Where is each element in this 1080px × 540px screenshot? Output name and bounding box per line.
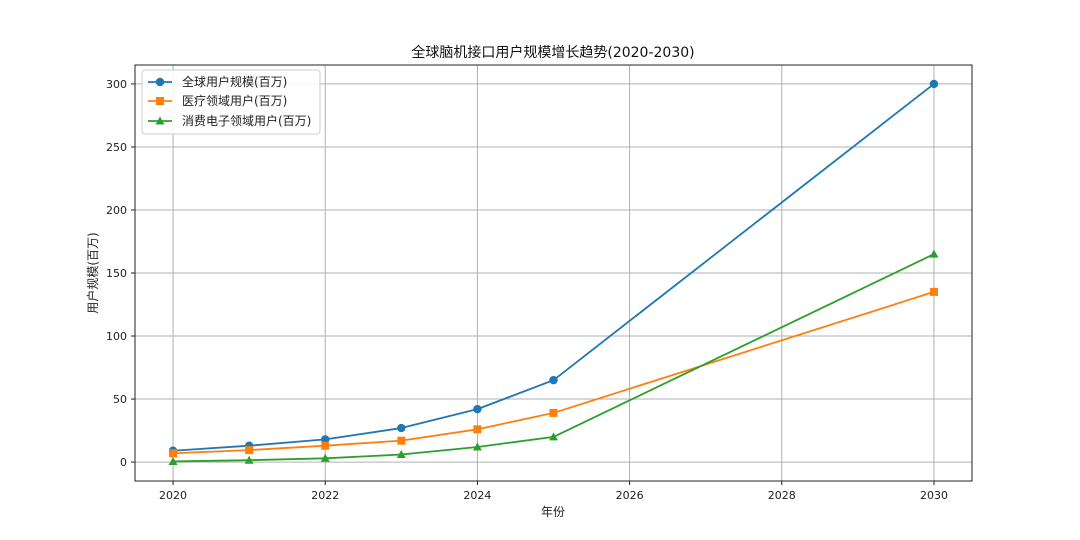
- x-tick-labels: 2020 2022 2024 2026 2028 2030: [159, 481, 948, 502]
- data-point-series-1: [473, 425, 482, 434]
- data-point-series-2: [244, 455, 254, 464]
- y-tick-label: 300: [106, 78, 127, 91]
- x-tick-label: 2026: [616, 489, 644, 502]
- data-point-series-2: [549, 432, 558, 441]
- data-point-series-1: [549, 408, 558, 417]
- y-tick-label: 250: [106, 141, 127, 154]
- series-line-1: [173, 291, 935, 455]
- legend-label-1: 医疗领域用户(百万): [182, 93, 287, 108]
- series-line-2: [173, 253, 935, 463]
- legend-box: [141, 69, 321, 135]
- data-point-series-0: [397, 423, 406, 433]
- y-tick-label: 0: [120, 456, 127, 469]
- legend-marker-1: [156, 97, 164, 105]
- data-point-series-1: [321, 441, 330, 450]
- data-point-series-0: [549, 375, 558, 385]
- data-point-series-2: [168, 456, 178, 465]
- series-layer: [168, 79, 939, 465]
- data-point-series-2: [320, 453, 330, 462]
- y-axis-label: 用户规模(百万): [85, 232, 100, 313]
- data-point-series-1: [929, 287, 938, 296]
- x-tick-label: 2028: [768, 489, 796, 502]
- data-point-series-0: [473, 404, 482, 414]
- y-tick-label: 150: [106, 267, 127, 280]
- y-tick-label: 100: [106, 330, 127, 343]
- data-point-series-0: [321, 435, 330, 444]
- data-point-series-1: [245, 446, 254, 455]
- data-point-series-2: [396, 450, 406, 459]
- chart-title: 全球脑机接口用户规模增长趋势(2020-2030): [411, 44, 694, 61]
- y-tick-label: 200: [106, 204, 127, 217]
- x-axis-label: 年份: [541, 505, 565, 519]
- x-tick-label: 2020: [159, 489, 187, 502]
- legend-marker-2: [155, 116, 165, 125]
- data-point-series-0: [929, 79, 939, 89]
- legend-label-0: 全球用户规模(百万): [182, 74, 287, 89]
- data-point-series-1: [397, 436, 406, 445]
- legend-label-2: 消费电子领域用户(百万): [182, 113, 311, 128]
- series-line-0: [172, 83, 935, 452]
- grid-layer: [135, 65, 972, 481]
- legend-marker-0: [155, 77, 165, 87]
- legend: 全球用户规模(百万) 医疗领域用户(百万) 消费电子领域用户(百万): [141, 69, 321, 135]
- x-tick-label: 2030: [920, 489, 948, 502]
- x-tick-label: 2024: [463, 489, 491, 502]
- y-tick-label: 50: [113, 393, 127, 406]
- x-tick-label: 2022: [311, 489, 339, 502]
- data-point-series-2: [929, 249, 939, 258]
- data-point-series-1: [169, 449, 178, 458]
- y-tick-labels: 0 50 100 150 200 250 300: [106, 78, 135, 469]
- data-point-series-2: [472, 442, 482, 451]
